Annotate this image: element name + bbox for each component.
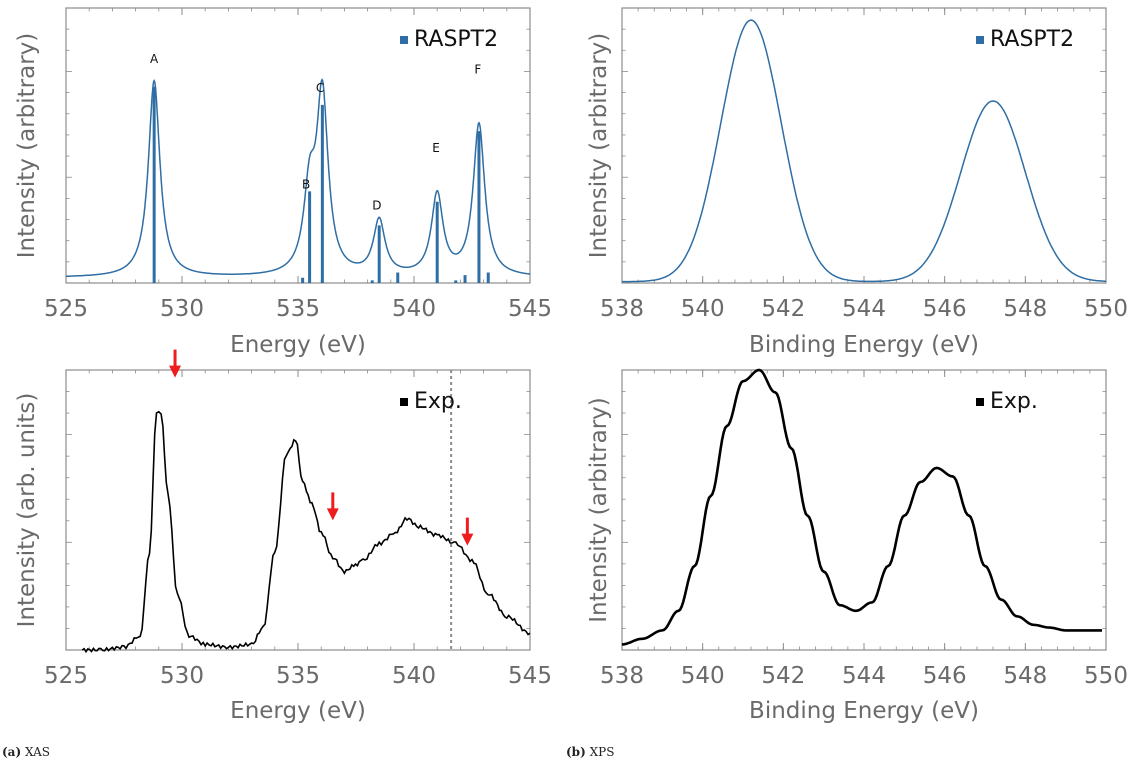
peak-label: C <box>316 81 324 95</box>
spectrum-line <box>81 410 531 654</box>
x-axis-label: Energy (eV) <box>230 698 366 724</box>
chart-xas-calc: 525 530 535 540 545 Energy (eV) Intensity (arb… <box>14 7 552 358</box>
y-axis-label: Intensity (arbitrary) <box>14 33 40 259</box>
x-tick-label: 546 <box>923 663 967 689</box>
x-tick-label: 540 <box>392 296 436 322</box>
x-tick-label: 525 <box>44 663 88 689</box>
legend-swatch <box>976 398 984 406</box>
legend-label: RASPT2 <box>414 27 498 52</box>
spectrum-line <box>65 78 531 278</box>
x-tick-label: 538 <box>600 663 644 689</box>
peak-label: B <box>302 178 310 192</box>
x-tick-label: 535 <box>276 296 320 322</box>
x-tick-label: 550 <box>1084 296 1128 322</box>
peak-label: F <box>474 62 481 76</box>
x-tick-label: 530 <box>160 663 204 689</box>
x-axis-label: Binding Energy (eV) <box>749 698 979 724</box>
x-tick-label: 530 <box>160 296 204 322</box>
caption-a: (a) XAS <box>2 745 50 759</box>
legend-swatch <box>976 36 984 44</box>
y-axis-label: Intensity (arb. units) <box>14 393 40 628</box>
x-tick-label: 540 <box>681 663 725 689</box>
arrow-head <box>169 365 182 378</box>
x-axis-label: Energy (eV) <box>230 332 366 358</box>
y-axis-label: Intensity (arbitrary) <box>586 397 612 623</box>
x-tick-label: 548 <box>1003 296 1047 322</box>
arrow-head <box>461 533 474 546</box>
spectrum-line <box>621 368 1102 646</box>
x-tick-label: 540 <box>392 663 436 689</box>
x-tick-label: 545 <box>508 296 552 322</box>
legend-swatch <box>400 398 408 406</box>
x-tick-label: 544 <box>842 296 886 322</box>
peak-label: A <box>150 52 159 66</box>
chart-xps-calc: 538 540 542 544 546 548 550 Binding Energy (eV)… <box>586 7 1128 358</box>
x-tick-label: 548 <box>1003 663 1047 689</box>
x-axis-label: Binding Energy (eV) <box>749 332 979 358</box>
x-tick-label: 545 <box>508 663 552 689</box>
chart-xas-exp: 525 530 535 540 545 Energy (eV) Intensity (arb… <box>14 349 552 724</box>
x-tick-label: 538 <box>600 296 644 322</box>
spectrum-line <box>622 19 1107 283</box>
caption-b-tag: (b) <box>566 745 586 759</box>
caption-a-tag: (a) <box>2 745 22 759</box>
x-tick-label: 542 <box>761 663 805 689</box>
legend-label: Exp. <box>990 389 1038 414</box>
legend-swatch <box>400 36 408 44</box>
chart-xps-exp: 538 540 542 544 546 548 550 Binding Energy (eV)… <box>586 368 1128 724</box>
legend-label: Exp. <box>414 389 462 414</box>
y-axis-label: Intensity (arbitrary) <box>586 33 612 259</box>
arrow-head <box>326 508 339 521</box>
x-tick-label: 542 <box>761 296 805 322</box>
caption-b-text: XPS <box>589 745 615 759</box>
x-tick-label: 535 <box>276 663 320 689</box>
x-tick-label: 550 <box>1084 663 1128 689</box>
peak-label: E <box>432 141 440 155</box>
peak-label: D <box>372 199 381 213</box>
caption-b: (b) XPS <box>566 745 614 759</box>
caption-a-text: XAS <box>24 745 50 759</box>
x-tick-label: 544 <box>842 663 886 689</box>
x-tick-label: 546 <box>923 296 967 322</box>
x-tick-label: 540 <box>681 296 725 322</box>
x-tick-label: 525 <box>44 296 88 322</box>
legend-label: RASPT2 <box>990 27 1074 52</box>
